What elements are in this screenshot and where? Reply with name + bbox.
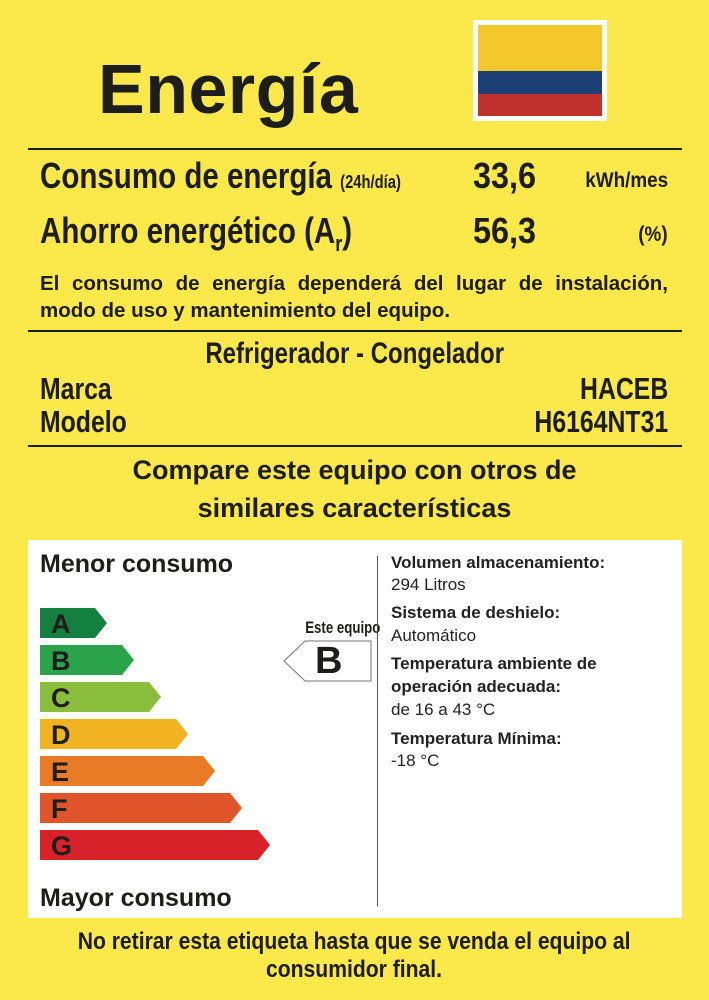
label-title: Energía [98, 50, 359, 128]
savings-subscript: r [335, 231, 343, 257]
model-label: Modelo [40, 404, 127, 439]
compare-line-1: Compare este equipo con otros de [132, 455, 577, 485]
arrow-bar-icon [40, 682, 161, 712]
consumption-note: El consumo de energía dependerá del luga… [40, 272, 668, 322]
consumption-label-text: Consumo de energía [40, 155, 332, 196]
spec-volume-value: 294 Litros [391, 575, 466, 594]
left-arrow-icon [283, 640, 372, 682]
spec-ambient-heading-2: operación adecuada: [391, 677, 562, 696]
brand-value: HACEB [579, 371, 668, 406]
brand-label: Marca [40, 371, 112, 406]
consumption-unit: kWh/mes [585, 169, 668, 192]
divider [28, 148, 682, 150]
spec-defrost-value: Automático [391, 626, 477, 645]
savings-label-text: Ahorro energético (A [40, 210, 336, 251]
flag-stripe-yellow [478, 25, 602, 71]
savings-close: ) [342, 210, 353, 251]
arrow-bar-icon [40, 719, 188, 749]
arrow-bar-icon [40, 830, 270, 860]
scale-bottom-label: Mayor consumo [40, 884, 232, 912]
arrow-bar-icon [40, 793, 242, 823]
arrow-bar-icon [40, 756, 215, 786]
colombia-flag-icon [473, 20, 607, 121]
savings-value: 56,3 [473, 210, 537, 251]
compare-line-2: similares características [197, 493, 512, 523]
flag-stripe-blue [478, 71, 602, 94]
scale-top-label: Menor consumo [40, 550, 234, 578]
panel-divider [377, 556, 378, 906]
product-category: Refrigerador - Congelador [205, 337, 504, 370]
spec-min-temp-value: -18 °C [391, 751, 440, 770]
flag-stripe-red [478, 94, 602, 116]
savings-unit: (%) [638, 223, 668, 246]
spec-min-temp-heading: Temperatura Mínima: [391, 729, 562, 748]
divider [28, 445, 682, 447]
spec-volume-heading: Volumen almacenamiento: [391, 553, 606, 572]
footer-line-1: No retirar esta etiqueta hasta que se ve… [78, 928, 631, 955]
arrow-bar-icon [40, 608, 107, 638]
consumption-value: 33,6 [473, 155, 537, 196]
consumption-qualifier: (24h/día) [340, 172, 401, 192]
spec-defrost-heading: Sistema de deshielo: [391, 603, 561, 622]
divider [28, 330, 682, 332]
spec-ambient-value: de 16 a 43 °C [391, 700, 496, 719]
indicator-class: B [315, 640, 343, 682]
arrow-bar-icon [40, 645, 134, 675]
spec-ambient-heading-1: Temperatura ambiente de [391, 654, 597, 673]
indicator-arrow: B [283, 640, 373, 682]
savings-label: Ahorro energético (Ar) [40, 213, 352, 255]
model-value: H6164NT31 [534, 404, 668, 439]
footer-line-2: consumidor final. [266, 956, 443, 983]
indicator-label: Este equipo [305, 618, 381, 637]
consumption-label: Consumo de energía (24h/día) [40, 158, 401, 194]
